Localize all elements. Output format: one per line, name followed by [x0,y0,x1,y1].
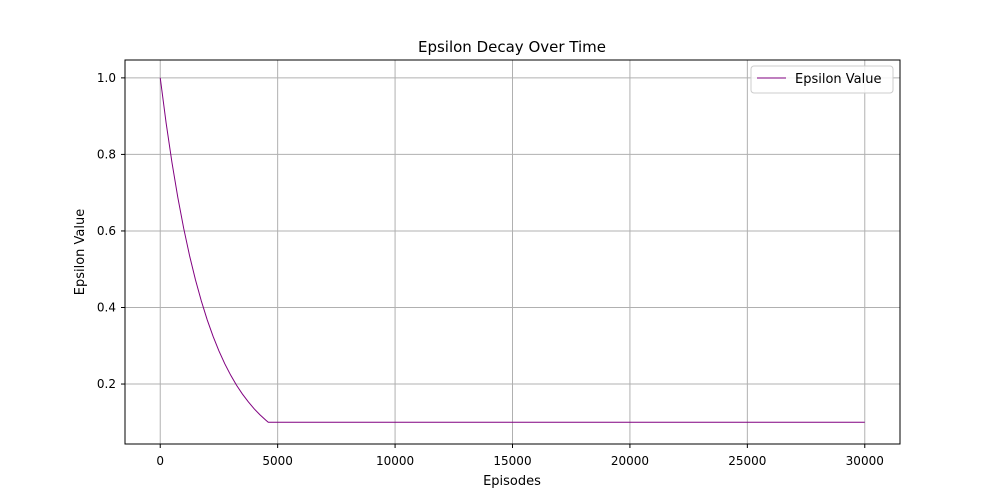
chart-title: Epsilon Decay Over Time [418,38,606,56]
y-axis-label: Epsilon Value [73,209,88,296]
legend-box [750,65,894,94]
x-tick-label: 10000 [376,454,414,468]
y-axis-ticks: 0.2 0.4 0.6 0.8 1.0 [97,71,125,391]
x-tick-label: 0 [156,454,164,468]
y-tick-label: 0.8 [97,147,116,161]
x-tick-label: 20000 [611,454,649,468]
series-line-epsilon-value [159,77,865,423]
x-axis-label: Episodes [483,474,541,489]
y-tick-label: 0.2 [97,377,116,391]
series-group [159,77,865,423]
legend: Epsilon Value [750,65,894,94]
y-tick-label: 0.6 [97,224,116,238]
y-tick-label: 1.0 [97,71,116,85]
y-tick-label: 0.4 [97,300,116,314]
x-tick-label: 15000 [493,454,531,468]
x-tick-label: 30000 [846,454,884,468]
x-axis-ticks: 0 5000 10000 15000 20000 25000 30000 [156,444,884,468]
x-tick-label: 25000 [728,454,766,468]
legend-label-epsilon-value: Epsilon Value [795,72,882,87]
x-tick-label: 5000 [262,454,293,468]
grid-lines [125,60,900,444]
